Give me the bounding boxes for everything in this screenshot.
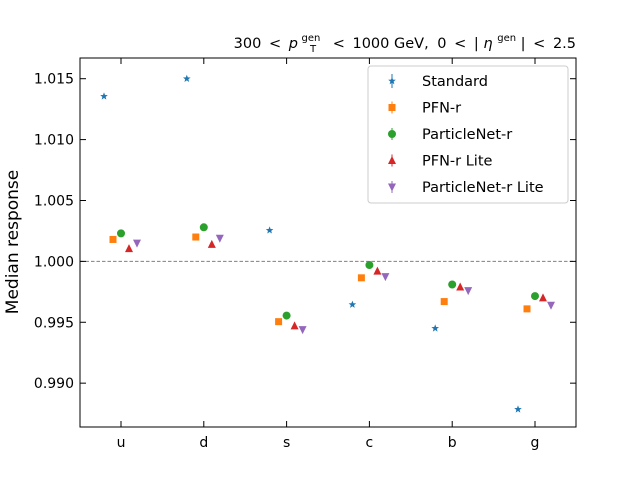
- y-tick-label: 0.995: [34, 315, 74, 331]
- legend: Standard PFN-r ParticleNet-r PFN-r Lite Part…: [367, 65, 569, 204]
- point-circle-u: [117, 229, 125, 238]
- x-tick-label-c: c: [366, 435, 374, 451]
- legend-label: ParticleNet-r Lite: [422, 180, 544, 196]
- point-circle-g: [531, 292, 539, 301]
- y-tick-label: 1.005: [34, 193, 74, 209]
- x-tick-label-d: d: [199, 435, 208, 451]
- title-pt-symbol: p: [288, 36, 298, 52]
- point-square-b: [440, 298, 448, 306]
- point-circle-d: [199, 223, 208, 232]
- point-triangle-up-g: [539, 293, 547, 302]
- y-tick-label: 1.015: [34, 72, 74, 88]
- point-triangle-down-g: [547, 301, 555, 310]
- point-triangle-up-u: [125, 244, 133, 253]
- title-pt-sub: T: [309, 44, 317, 55]
- legend-marker-triangle-up: [388, 156, 396, 164]
- title-lt-3: <: [454, 36, 466, 52]
- point-star-d: [183, 74, 191, 82]
- legend-marker-star: [388, 77, 396, 85]
- y-tick-label: 1.000: [34, 254, 74, 270]
- title-eta-sup: gen: [497, 33, 516, 44]
- plot-frame: [79, 57, 577, 428]
- point-star-u: [100, 92, 108, 100]
- y-tick-label: 1.010: [34, 133, 74, 149]
- title-pt-high: 1000 GeV,: [352, 36, 428, 52]
- x-tick-label-b: b: [448, 435, 457, 451]
- point-triangle-up-s: [290, 321, 299, 330]
- title-pt-sup: gen: [302, 33, 321, 44]
- title-eta-close: |: [521, 36, 526, 52]
- point-triangle-down-c: [381, 273, 390, 282]
- y-ticks: 0.990 0.995 1.000 1.005 1.010 1.015: [34, 72, 576, 392]
- point-circle-s: [282, 311, 291, 320]
- title-lt-4: <: [533, 36, 545, 52]
- point-star-s: [265, 226, 274, 234]
- legend-label: ParticleNet-r: [422, 127, 512, 143]
- title-eta-low: 0: [437, 36, 446, 52]
- point-triangle-up-c: [373, 266, 382, 275]
- legend-label: PFN-r Lite: [422, 154, 493, 170]
- point-star-g: [514, 405, 522, 413]
- point-star-c: [348, 300, 357, 308]
- point-circle-c: [365, 261, 374, 270]
- legend-marker-circle: [388, 130, 396, 138]
- y-tick-label: 0.990: [34, 376, 74, 392]
- x-tick-label-s: s: [283, 435, 290, 451]
- chart-title: 300 < p gen T < 1000 GeV, 0 < | η gen | …: [234, 29, 576, 56]
- point-square-d: [192, 233, 200, 241]
- point-square-c: [357, 274, 365, 282]
- legend-marker-square: [388, 104, 396, 111]
- y-axis-label: Median response: [3, 170, 23, 314]
- point-square-s: [275, 318, 283, 326]
- point-triangle-up-d: [207, 239, 216, 248]
- point-triangle-up-b: [456, 282, 465, 291]
- point-triangle-down-d: [215, 234, 224, 243]
- x-tick-label-g: g: [531, 435, 540, 451]
- title-lt-1: <: [269, 36, 281, 52]
- data-points: [100, 74, 555, 413]
- x-tick-label-u: u: [117, 435, 126, 451]
- point-circle-b: [448, 280, 457, 289]
- legend-marker-triangle-down: [388, 183, 396, 192]
- point-square-g: [523, 305, 531, 313]
- title-eta-symbol: η: [483, 36, 492, 52]
- title-eta-high: 2.5: [553, 36, 576, 52]
- point-triangle-down-s: [298, 326, 307, 335]
- point-triangle-down-u: [133, 239, 141, 248]
- legend-label: Standard: [422, 74, 488, 90]
- point-square-u: [109, 235, 117, 243]
- point-star-b: [431, 324, 439, 332]
- legend-label: PFN-r: [422, 101, 461, 117]
- title-eta-open: |: [474, 36, 479, 52]
- legend-box: [367, 65, 569, 204]
- point-triangle-down-b: [464, 287, 473, 296]
- title-pt-low: 300: [234, 36, 262, 52]
- title-lt-2: <: [333, 36, 345, 52]
